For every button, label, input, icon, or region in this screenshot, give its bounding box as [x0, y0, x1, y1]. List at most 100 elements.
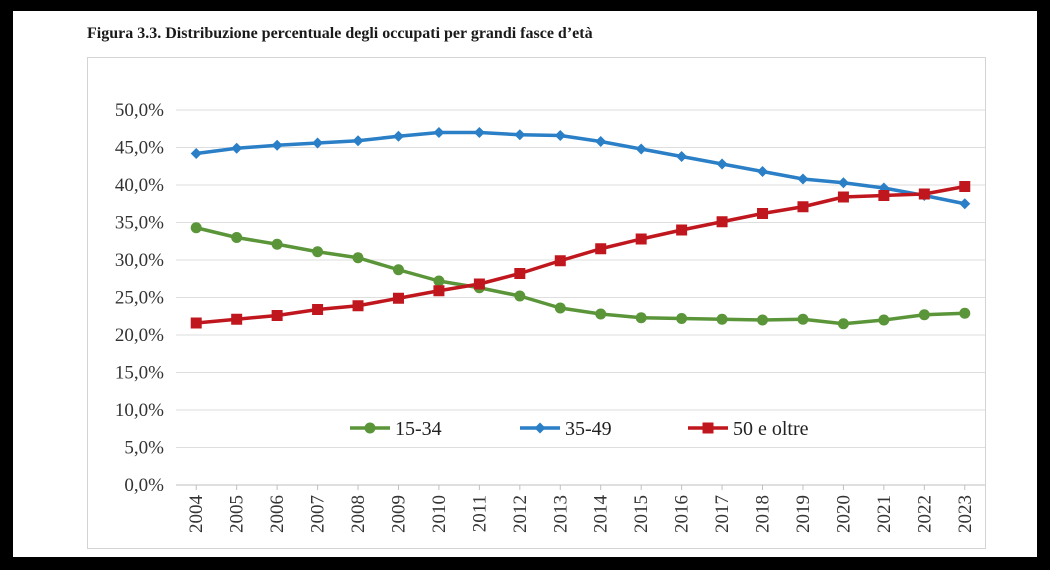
data-point	[312, 304, 324, 315]
y-tick-label: 35,0%	[115, 213, 164, 234]
x-tick-label: 2019	[793, 495, 814, 533]
x-tick-label: 2021	[874, 495, 895, 533]
data-point	[716, 158, 728, 170]
data-point	[271, 238, 283, 250]
data-point	[352, 300, 364, 312]
data-point	[190, 222, 202, 234]
data-point	[878, 314, 890, 326]
data-point	[676, 151, 688, 162]
y-tick-label: 40,0%	[115, 175, 164, 196]
data-point	[797, 313, 809, 325]
data-point	[918, 188, 930, 200]
data-point	[473, 127, 485, 138]
data-point	[959, 198, 971, 210]
series-line	[194, 184, 967, 325]
data-point	[595, 308, 607, 320]
data-point	[514, 268, 526, 279]
legend-item: 50 e oltre	[688, 418, 809, 440]
data-point	[312, 137, 324, 149]
data-point	[473, 278, 485, 290]
data-point	[757, 166, 769, 177]
data-point	[757, 314, 769, 326]
x-tick-label: 2006	[267, 495, 288, 533]
axis-layer: 0,0% 5,0% 10,0% 15,0% 20,0% 25,0% 30,0% 35,0% 40…	[115, 100, 976, 533]
y-tick-label: 10,0%	[115, 400, 164, 421]
x-tick-label: 2023	[955, 495, 976, 533]
data-point	[676, 224, 688, 236]
y-tick-label: 5,0%	[124, 438, 164, 459]
series-line	[194, 226, 967, 326]
x-tick-label: 2017	[712, 495, 733, 533]
data-point	[514, 290, 526, 302]
data-point	[392, 292, 404, 304]
x-tick-label: 2005	[227, 495, 248, 533]
legend: 15-34 35-49 50 e oltre	[350, 418, 809, 440]
data-point	[352, 252, 364, 264]
data-point	[433, 275, 445, 287]
data-point	[716, 216, 728, 228]
document-page: Figura 3.3. Distribuzione percentuale de…	[13, 11, 1037, 557]
y-tick-label: 25,0%	[115, 288, 164, 309]
data-point	[231, 232, 243, 243]
x-tick-label: 2022	[914, 495, 935, 533]
x-tick-label: 2010	[429, 495, 450, 533]
data-point	[797, 173, 809, 185]
x-tick-label: 2018	[753, 495, 774, 533]
legend-label: 15-34	[395, 418, 442, 440]
data-point	[554, 255, 566, 267]
data-point	[190, 317, 202, 329]
x-tick-label: 2004	[186, 495, 207, 534]
x-tick-label: 2014	[591, 495, 612, 534]
data-point	[716, 313, 728, 325]
legend-label: 50 e oltre	[733, 418, 809, 440]
series-2	[190, 181, 971, 329]
data-point	[352, 135, 364, 147]
legend-marker	[534, 422, 546, 434]
y-tick-label: 0,0%	[124, 475, 164, 496]
data-point	[918, 309, 930, 321]
y-tick-label: 45,0%	[115, 138, 164, 159]
series-1	[190, 127, 971, 210]
data-point	[433, 285, 445, 297]
data-point	[878, 190, 890, 201]
data-point	[635, 312, 647, 324]
data-point	[837, 318, 849, 330]
data-point	[797, 201, 809, 213]
data-point	[433, 127, 445, 138]
x-tick-label: 2007	[308, 495, 329, 533]
data-point	[837, 177, 849, 189]
legend-marker	[702, 422, 714, 434]
data-point	[271, 139, 283, 151]
data-point	[190, 148, 202, 159]
x-tick-label: 2013	[550, 495, 571, 533]
data-point	[635, 143, 647, 155]
data-point	[231, 313, 243, 325]
x-tick-label: 2008	[348, 495, 369, 533]
legend-label: 35-49	[565, 418, 612, 440]
line-chart: 0,0% 5,0% 10,0% 15,0% 20,0% 25,0% 30,0% 35,0% 40…	[115, 100, 985, 533]
data-point	[959, 307, 971, 319]
x-tick-label: 2016	[672, 495, 693, 533]
legend-item: 35-49	[520, 418, 612, 440]
series-0	[190, 222, 971, 330]
data-point	[514, 129, 526, 141]
data-point	[392, 130, 404, 142]
x-tick-label: 2011	[469, 495, 490, 532]
data-point	[392, 264, 404, 276]
x-tick-label: 2012	[510, 495, 531, 533]
y-tick-label: 15,0%	[115, 363, 164, 384]
data-point	[595, 136, 607, 147]
data-point	[595, 243, 607, 255]
data-point	[554, 302, 566, 314]
x-tick-label: 2009	[388, 495, 409, 533]
data-point	[676, 313, 688, 324]
chart-frame: 0,0% 5,0% 10,0% 15,0% 20,0% 25,0% 30,0% 35,0% 40…	[87, 57, 986, 549]
data-point	[312, 246, 324, 258]
data-point	[959, 181, 971, 192]
grid-layer	[176, 109, 985, 486]
figure-caption: Figura 3.3. Distribuzione percentuale de…	[87, 25, 593, 42]
data-point	[837, 191, 849, 203]
series-line	[194, 130, 967, 206]
y-tick-label: 30,0%	[115, 250, 164, 271]
y-tick-label: 20,0%	[115, 325, 164, 346]
